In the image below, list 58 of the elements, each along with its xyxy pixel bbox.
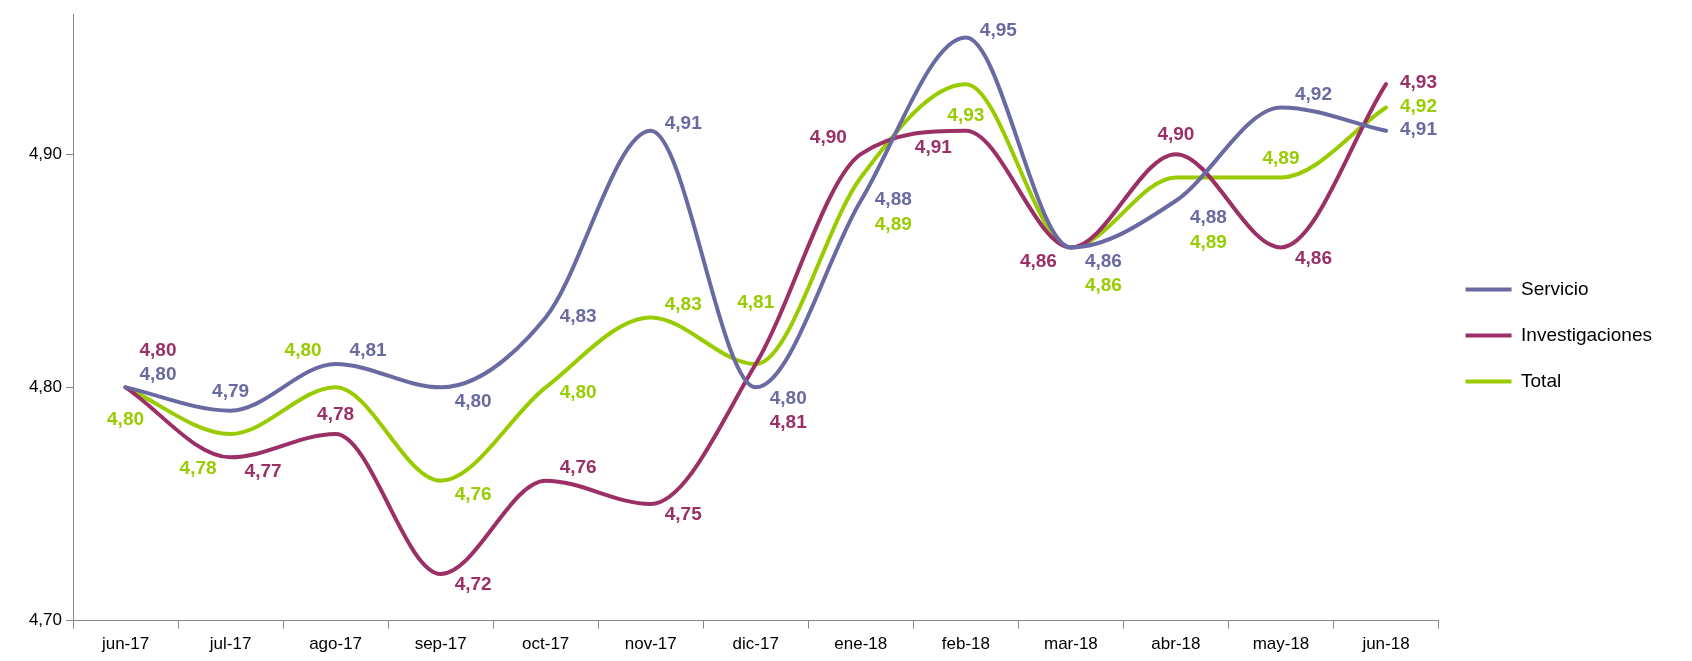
data-label: 4,80	[559, 380, 597, 402]
data-label: 4,91	[664, 112, 703, 134]
x-tick-label: sep-17	[414, 634, 467, 654]
data-label: 4,72	[454, 573, 492, 595]
data-label: 4,81	[349, 339, 388, 361]
x-tick-label: ago-17	[309, 634, 363, 654]
data-label: 4,80	[139, 338, 177, 360]
data-label: 4,89	[1189, 230, 1227, 252]
data-label: 4,75	[664, 503, 703, 525]
data-label: 4,81	[769, 411, 808, 433]
x-tick-label: jun-17	[100, 634, 150, 654]
data-label: 4,76	[559, 455, 597, 477]
x-tick-label: feb-18	[941, 634, 990, 654]
data-label: 4,90	[809, 126, 847, 148]
data-label: 4,91	[914, 136, 953, 158]
data-label: 4,77	[244, 459, 282, 481]
data-label: 4,76	[454, 482, 492, 504]
data-label: 4,92	[1294, 82, 1332, 104]
y-tick-label: 4,90	[28, 143, 62, 163]
data-label: 4,88	[1189, 206, 1227, 228]
data-label: 4,86	[1019, 249, 1057, 271]
x-tick-label: may-18	[1252, 634, 1310, 654]
data-label: 4,88	[874, 188, 912, 210]
x-tick-label: jul-17	[208, 634, 252, 654]
data-label: 4,90	[1157, 123, 1195, 145]
data-label: 4,80	[139, 362, 177, 384]
data-label: 4,95	[979, 18, 1018, 40]
x-tick-label: jun-18	[1361, 634, 1410, 654]
data-label: 4,89	[874, 212, 912, 234]
legend-label: Total	[1521, 369, 1562, 391]
data-label: 4,81	[737, 291, 775, 313]
data-label: 4,78	[179, 457, 217, 479]
legend-label: Investigaciones	[1521, 323, 1652, 345]
data-label: 4,80	[454, 389, 492, 411]
x-tick-label: oct-17	[522, 634, 570, 654]
data-label: 4,79	[212, 379, 250, 401]
data-label: 4,78	[317, 403, 355, 425]
data-label: 4,86	[1084, 249, 1122, 271]
data-label: 4,80	[769, 386, 807, 408]
legend-label: Servicio	[1521, 277, 1589, 299]
x-tick-label: abr-18	[1151, 634, 1201, 654]
x-tick-label: dic-17	[732, 634, 779, 654]
data-label: 4,92	[1400, 94, 1437, 116]
data-label: 4,91	[1400, 118, 1438, 140]
data-label: 4,89	[1262, 146, 1300, 168]
y-tick-label: 4,80	[28, 377, 62, 397]
x-tick-label: mar-18	[1043, 634, 1098, 654]
data-label: 4,80	[107, 407, 145, 429]
data-label: 4,86	[1084, 273, 1122, 295]
y-tick-label: 4,70	[28, 610, 62, 630]
x-tick-label: nov-17	[624, 634, 677, 654]
x-tick-label: ene-18	[834, 634, 888, 654]
data-label: 4,86	[1294, 246, 1332, 268]
data-label: 4,80	[284, 338, 322, 360]
data-label: 4,83	[559, 304, 597, 326]
data-label: 4,83	[664, 292, 702, 314]
data-label: 4,93	[947, 104, 985, 126]
data-label: 4,93	[1400, 71, 1437, 93]
